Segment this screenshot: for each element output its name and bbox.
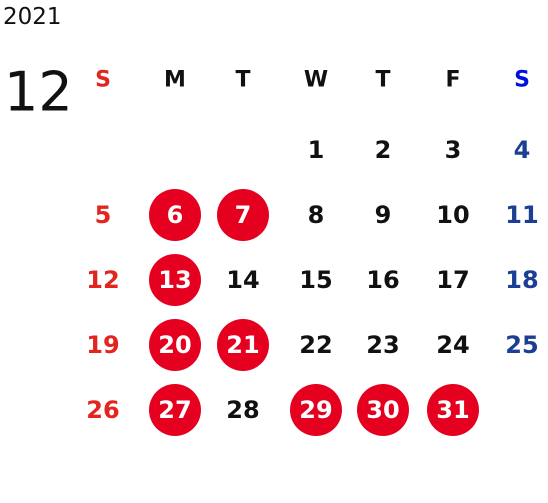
- day: 2: [375, 136, 392, 164]
- weekday: T: [235, 68, 250, 93]
- day: 25: [505, 331, 538, 359]
- day: 4: [514, 136, 531, 164]
- day: 24: [436, 331, 469, 359]
- day: 3: [445, 136, 462, 164]
- day: 15: [299, 266, 332, 294]
- day: 30: [366, 396, 399, 424]
- day: 9: [375, 201, 392, 229]
- day: 20: [158, 331, 191, 359]
- day: 29: [299, 396, 332, 424]
- day-marker: [149, 384, 201, 436]
- year: 2021: [3, 4, 62, 30]
- day-marker: [427, 384, 479, 436]
- day: 21: [226, 331, 259, 359]
- day: 8: [308, 201, 325, 229]
- day: 16: [366, 266, 399, 294]
- day: 13: [158, 266, 191, 294]
- day: 5: [95, 201, 112, 229]
- day: 11: [505, 201, 538, 229]
- month: 12: [4, 61, 73, 124]
- day: 6: [167, 201, 184, 229]
- day: 27: [158, 396, 191, 424]
- day: 14: [226, 266, 259, 294]
- weekday: M: [164, 68, 186, 93]
- day-marker: [290, 384, 342, 436]
- day: 31: [436, 396, 469, 424]
- day-marker: [357, 384, 409, 436]
- day: 1: [308, 136, 325, 164]
- day: 17: [436, 266, 469, 294]
- day: 18: [505, 266, 538, 294]
- day: 22: [299, 331, 332, 359]
- day: 12: [86, 266, 119, 294]
- day-marker: [217, 189, 269, 241]
- day: 28: [226, 396, 259, 424]
- day: 23: [366, 331, 399, 359]
- day-marker: [149, 254, 201, 306]
- weekday: T: [375, 68, 390, 93]
- weekday: F: [445, 68, 460, 93]
- day: 7: [235, 201, 252, 229]
- weekday: W: [304, 68, 328, 93]
- weekday: S: [514, 68, 530, 93]
- day-marker: [217, 319, 269, 371]
- day: 26: [86, 396, 119, 424]
- day: 10: [436, 201, 469, 229]
- day-marker: [149, 319, 201, 371]
- day-marker: [149, 189, 201, 241]
- weekday: S: [95, 68, 111, 93]
- day: 19: [86, 331, 119, 359]
